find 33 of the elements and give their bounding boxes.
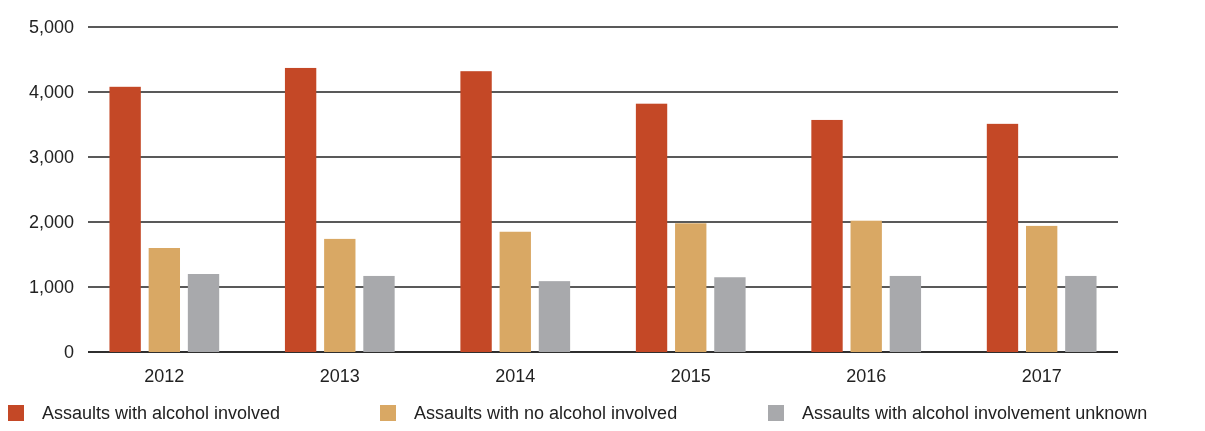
bar [538, 281, 571, 352]
bar [284, 67, 317, 352]
legend-label: Assaults with alcohol involvement unknown [802, 403, 1148, 423]
y-tick-label: 3,000 [28, 147, 74, 168]
legend-label: Assaults with no alcohol involved [414, 403, 678, 423]
bar [1026, 225, 1058, 352]
bar [889, 275, 922, 352]
y-tick-label: 4,000 [28, 82, 74, 103]
bar [811, 119, 843, 352]
y-tick-label: 1,000 [28, 277, 74, 298]
x-tick-label: 2015 [670, 366, 711, 386]
bar [986, 123, 1019, 352]
bar [1065, 275, 1097, 352]
y-tick-label: 2,000 [28, 212, 74, 233]
y-tick-label: 0 [63, 342, 74, 363]
bar [187, 274, 220, 352]
x-tick-label: 2012 [144, 366, 185, 386]
bar [850, 220, 882, 352]
x-tick-label: 2017 [1021, 366, 1062, 386]
legend-label: Assaults with alcohol involved [42, 403, 281, 423]
bar [635, 103, 668, 352]
bar [109, 86, 141, 352]
x-tick-label: 2014 [495, 366, 536, 386]
bar [148, 248, 180, 352]
bar [675, 223, 707, 352]
x-tick-label: 2013 [319, 366, 360, 386]
bar [363, 275, 395, 352]
bar [324, 238, 356, 352]
bar [714, 277, 746, 352]
y-tick-label: 5,000 [28, 17, 74, 38]
bar [460, 71, 492, 352]
x-tick-label: 2016 [846, 366, 887, 386]
bar [499, 231, 531, 352]
